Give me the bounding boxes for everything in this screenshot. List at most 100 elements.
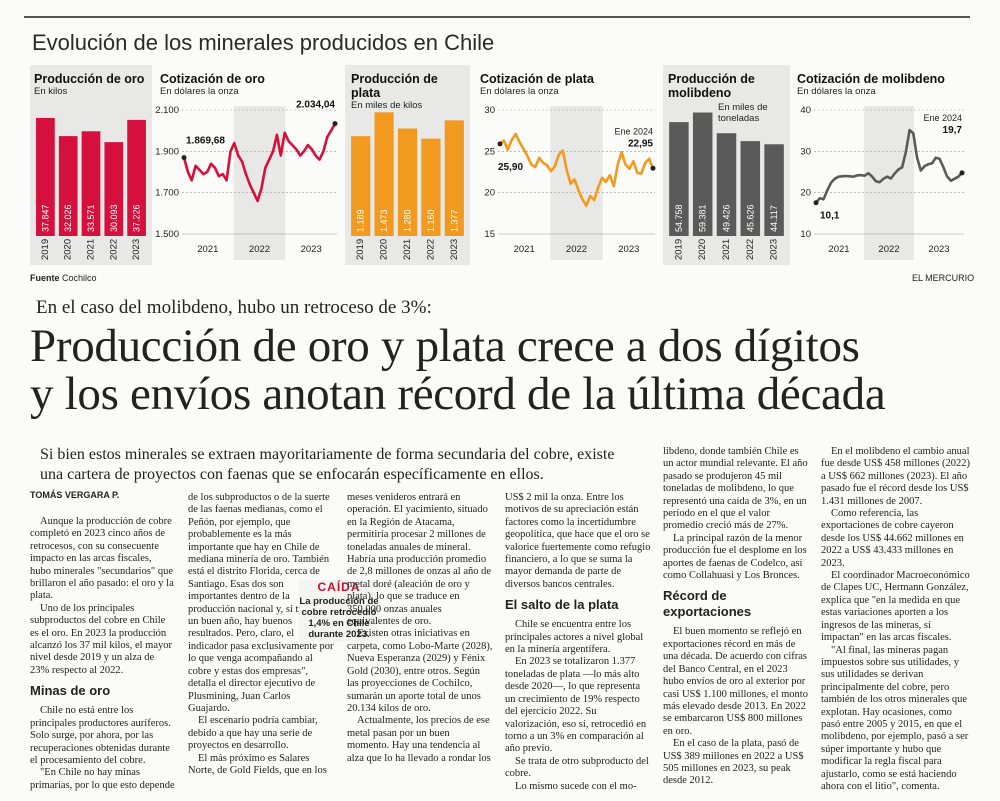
article-column-6: En el molibdeno el cambio anual fue desd… bbox=[821, 446, 971, 793]
article-column-5: libdeno, donde también Chile es un actor… bbox=[663, 446, 809, 788]
moly-production-chart: 54.758 2019 59.381 2020 49.426 2021 45.626 2022… bbox=[669, 112, 784, 260]
start-point bbox=[497, 141, 503, 147]
paragraph: "En Chile no hay minas primarias, por lo… bbox=[30, 767, 175, 791]
paragraph: La principal razón de la menor producció… bbox=[663, 532, 807, 582]
paragraph: Actualmente, los precios de ese metal pa… bbox=[347, 715, 491, 764]
series-line bbox=[815, 128, 963, 204]
paragraph: En el molibdeno el cambio anual fue desd… bbox=[821, 446, 971, 507]
headline-line-2: y los envíos anotan récord de la última … bbox=[30, 368, 886, 420]
x-tick-label: 2023 bbox=[449, 239, 460, 260]
paragraph: El coordinador Macroeconómico de Clapes … bbox=[821, 570, 970, 644]
y-tick-label: 25 bbox=[484, 146, 495, 157]
paragraph: Chile se encuentra entre los principales… bbox=[505, 619, 644, 656]
panel-subtitle: En miles de toneladas bbox=[718, 102, 768, 124]
x-tick-label: 2021 bbox=[828, 244, 849, 255]
y-tick-label: 1.900 bbox=[155, 146, 179, 157]
publication-name: EL MERCURIO bbox=[912, 273, 975, 283]
data-label: 1.160 bbox=[426, 209, 436, 232]
x-tick-label: 2023 bbox=[618, 244, 639, 255]
bar bbox=[104, 142, 124, 236]
paragraph: Lo mismo sucede con el mo- bbox=[515, 780, 637, 792]
gold-price-chart: 2.100 1.900 1.700 1.500 2021 2022 2023 1.869,68… bbox=[155, 100, 338, 260]
paragraph: Existen otras iniciativas en carpeta, co… bbox=[347, 628, 493, 714]
end-point bbox=[332, 121, 338, 127]
year-band bbox=[233, 106, 286, 260]
gold-production-header: Producción de oro En kilos bbox=[34, 72, 152, 97]
x-tick-label: 2021 bbox=[402, 239, 413, 260]
paragraph: El escenario podría cambiar, debido a qu… bbox=[188, 715, 318, 752]
article-headline: Producción de oro y plata crece a dos dí… bbox=[30, 322, 990, 418]
silver-price-chart: 30 25 20 15 2021 2022 2023 25,90 Ene 2024 22,95 bbox=[484, 105, 656, 260]
y-tick-label: 15 bbox=[484, 229, 495, 240]
y-tick-label: 30 bbox=[800, 146, 811, 157]
paragraph: Uno de los principales subproductos del … bbox=[30, 602, 173, 676]
callout-title: CAÍDA bbox=[317, 580, 361, 594]
gold-price-header: Cotización de oro En dólares la onza bbox=[160, 72, 340, 97]
data-label: 1.377 bbox=[449, 209, 459, 232]
data-label: 1.280 bbox=[403, 209, 413, 232]
panel-title: Cotización de oro bbox=[160, 72, 265, 86]
x-tick-label: 2019 bbox=[673, 239, 684, 260]
end-value-label: 22,95 bbox=[628, 138, 653, 149]
data-label: 44.117 bbox=[769, 205, 779, 232]
x-tick-label: 2019 bbox=[40, 239, 51, 260]
start-value-label: 10,1 bbox=[820, 211, 840, 222]
x-tick-label: 2021 bbox=[86, 239, 97, 260]
end-point bbox=[959, 170, 965, 176]
y-tick-label: 40 bbox=[800, 105, 811, 116]
bar bbox=[351, 136, 371, 236]
moly-price-header: Cotización de molibdeno En dólares la on… bbox=[797, 72, 987, 97]
series-line bbox=[182, 122, 337, 203]
data-label: 32.026 bbox=[63, 204, 73, 232]
x-tick-label: 2023 bbox=[928, 244, 949, 255]
end-period-label: Ene 2024 bbox=[614, 126, 653, 136]
bar bbox=[374, 112, 394, 236]
subhead-gold-mines: Minas de oro bbox=[30, 683, 111, 699]
bar bbox=[421, 138, 441, 236]
paragraph: meses venideros entrará en operación. El… bbox=[347, 492, 492, 628]
moly-price-chart: 40 30 20 10 2021 2022 2023 10,1 Ene 2024 19,7 bbox=[800, 105, 965, 260]
article-column-3: meses venideros entrará en operación. El… bbox=[347, 492, 493, 765]
bar bbox=[764, 144, 784, 236]
year-band bbox=[864, 106, 914, 260]
y-tick-label: 2.100 bbox=[155, 105, 179, 116]
x-tick-label: 2021 bbox=[197, 244, 218, 255]
panel-subtitle: En dólares la onza bbox=[160, 86, 239, 97]
start-point bbox=[813, 200, 819, 206]
panel-title: Producción de oro bbox=[34, 72, 145, 86]
bar bbox=[669, 122, 689, 236]
paragraph: de los subproductos o de la suerte de la… bbox=[188, 492, 334, 714]
paragraph: El buen momento se reflejó en exportacio… bbox=[663, 626, 808, 737]
bar bbox=[397, 128, 418, 236]
article-column-2: de los subproductos o de la suerte de la… bbox=[188, 492, 334, 777]
data-label: 1.189 bbox=[356, 209, 366, 232]
callout-box: CAÍDA La producción de cobre retrocedió … bbox=[299, 580, 379, 642]
data-label: 49.426 bbox=[722, 204, 732, 232]
byline: TOMÁS VERGARA P. bbox=[30, 490, 120, 500]
panel-subtitle: En kilos bbox=[34, 86, 68, 97]
paragraph: "Al final, las mineras pagan impuestos s… bbox=[821, 644, 969, 792]
data-label: 59.381 bbox=[698, 204, 708, 232]
data-label: 37.847 bbox=[40, 204, 50, 232]
paragraph: En el caso de la plata, pasó de US$ 389 … bbox=[663, 738, 804, 787]
subhead-silver: El salto de la plata bbox=[505, 597, 619, 613]
source-note: Fuente Cochilco bbox=[30, 273, 97, 283]
panel-subtitle: En miles de kilos bbox=[351, 100, 423, 111]
bar bbox=[692, 112, 713, 236]
bar bbox=[81, 131, 101, 236]
bar bbox=[444, 120, 464, 236]
x-tick-label: 2022 bbox=[108, 239, 119, 260]
x-tick-label: 2022 bbox=[745, 239, 756, 260]
start-value-label: 25,90 bbox=[498, 162, 523, 173]
paragraph: El más próximo es Salares Norte, de Gold… bbox=[188, 752, 327, 776]
end-period-label: Ene 2024 bbox=[923, 113, 962, 123]
paragraph: Se trata de otro subproducto del cobre. bbox=[505, 755, 649, 780]
panel-title: Producción de plata bbox=[351, 72, 438, 100]
x-tick-label: 2023 bbox=[301, 244, 322, 255]
article-column-1: Aunque la producción de cobre completó e… bbox=[30, 516, 175, 792]
x-tick-label: 2022 bbox=[878, 244, 899, 255]
paragraph: Aunque la producción de cobre completó e… bbox=[30, 516, 174, 602]
top-rule bbox=[24, 16, 970, 18]
paragraph: libdeno, donde también Chile es un actor… bbox=[663, 446, 808, 532]
y-tick-label: 10 bbox=[800, 229, 811, 240]
